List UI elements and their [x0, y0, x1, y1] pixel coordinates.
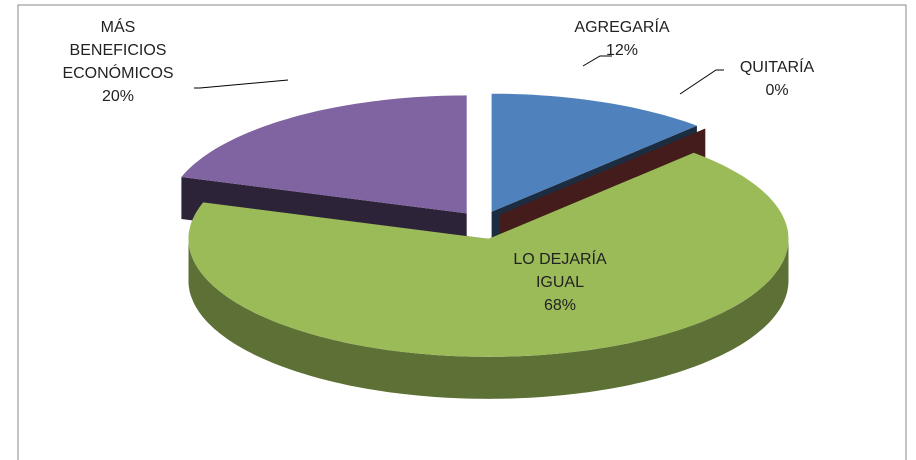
data-label: AGREGARÍA 12%	[552, 16, 692, 62]
slice	[181, 95, 467, 214]
value-label: 0%	[765, 82, 789, 99]
value-label: 12%	[605, 42, 639, 59]
category-label: LO DEJARÍA IGUAL	[513, 251, 607, 291]
leader-line	[679, 69, 724, 95]
value-label: 20%	[101, 88, 135, 105]
leader-line	[194, 79, 289, 89]
category-label: AGREGARÍA	[574, 19, 670, 36]
category-label: MÁS BENEFICIOS ECONÓMICOS	[62, 19, 174, 82]
leader-line	[582, 55, 612, 67]
data-label: LO DEJARÍA IGUAL 68%	[495, 248, 625, 317]
value-label: 68%	[543, 297, 577, 314]
category-label: QUITARÍA	[739, 59, 815, 76]
pie	[181, 93, 789, 399]
slice-wall	[188, 238, 789, 399]
data-label: QUITARÍA 0%	[717, 56, 837, 102]
slice	[491, 93, 697, 212]
data-label: MÁS BENEFICIOS ECONÓMICOS 20%	[58, 16, 178, 108]
slice	[188, 152, 789, 357]
